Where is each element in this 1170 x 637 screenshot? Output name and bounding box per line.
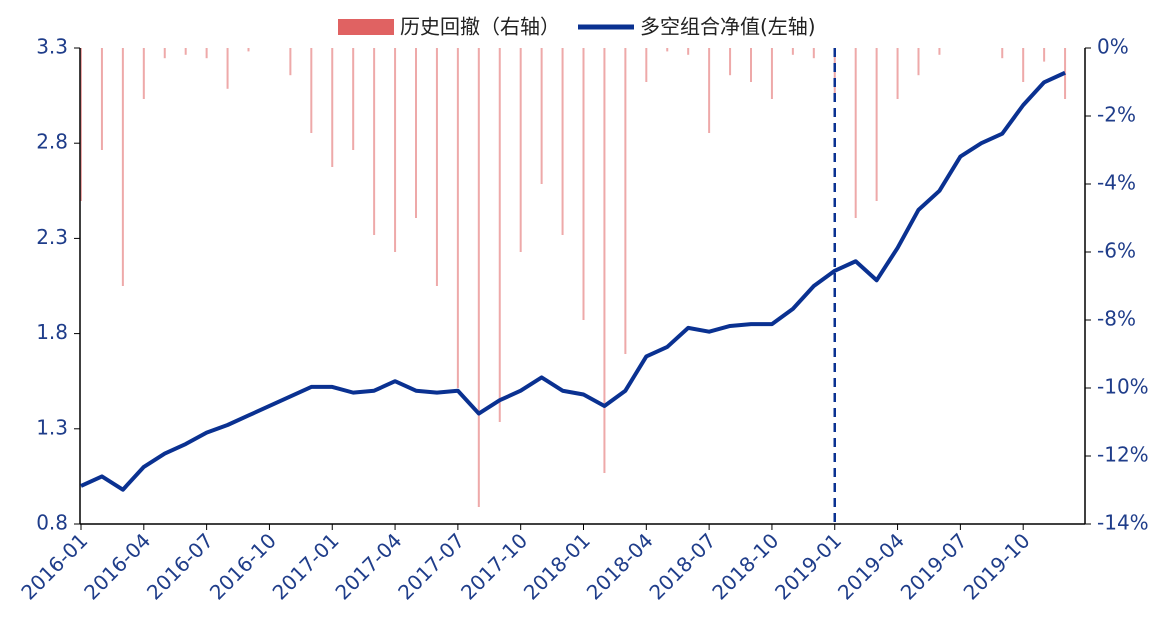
bar	[540, 48, 543, 184]
bar	[938, 48, 941, 55]
y2-tick-label: -2%	[1097, 103, 1136, 127]
x-tick-label: 2018-10	[707, 528, 783, 604]
line	[80, 70, 1066, 492]
x-tick-label: 2017-01	[268, 528, 344, 604]
y2-tick-label: -14%	[1097, 511, 1149, 535]
bar	[917, 48, 920, 76]
y-tick-label: 2.3	[36, 225, 68, 249]
bar	[310, 48, 313, 133]
bar	[498, 48, 501, 422]
bar	[373, 48, 376, 235]
bar	[1001, 48, 1004, 59]
bar	[163, 48, 166, 59]
y2-tick-label: -4%	[1097, 171, 1136, 195]
y-tick-label: 3.3	[36, 35, 68, 59]
x-tick-label: 2018-07	[644, 528, 720, 604]
legend-label: 历史回撤（右轴）	[400, 15, 560, 39]
bar	[184, 48, 187, 55]
bar	[80, 48, 82, 201]
legend: 历史回撤（右轴） 多空组合净值(左轴)	[338, 15, 816, 39]
y2-tick-label: -12%	[1097, 443, 1149, 467]
y-tick-label: 1.3	[36, 415, 68, 439]
bar	[247, 48, 250, 52]
bar	[1022, 48, 1025, 82]
y2-tick-label: -8%	[1097, 307, 1136, 331]
bar	[624, 48, 627, 354]
y-tick-label: 2.8	[36, 130, 68, 154]
bar	[896, 48, 899, 99]
x-tick-label: 2019-10	[959, 528, 1035, 604]
bar	[331, 48, 334, 167]
bar	[289, 48, 292, 76]
bar	[415, 48, 417, 218]
y-tick-label: 1.8	[36, 320, 68, 344]
x-tick-label: 2019-01	[770, 528, 846, 604]
bar	[100, 48, 103, 150]
bar	[770, 48, 773, 99]
bar	[875, 48, 878, 201]
x-tick-label: 2016-07	[142, 528, 218, 604]
legend-swatch	[338, 19, 394, 35]
bar	[352, 48, 355, 150]
bar	[519, 48, 522, 252]
bar	[477, 48, 480, 507]
bar	[645, 48, 648, 82]
bar	[791, 48, 794, 55]
bar	[205, 48, 208, 59]
x-tick-label: 2019-07	[896, 528, 972, 604]
x-tick-label: 2016-01	[16, 528, 92, 604]
bar	[854, 48, 857, 218]
bar	[729, 48, 732, 76]
x-tick-label: 2019-04	[833, 528, 909, 604]
bar	[666, 48, 669, 52]
bar	[708, 48, 711, 133]
x-tick-label: 2017-04	[330, 528, 406, 604]
bar	[561, 48, 564, 235]
bar	[1043, 48, 1046, 62]
bar	[142, 48, 145, 99]
y-tick-label: 0.8	[36, 511, 68, 535]
bar	[456, 48, 459, 388]
bar	[582, 48, 585, 320]
bar	[687, 48, 690, 55]
bar	[394, 48, 397, 252]
y2-tick-label: -6%	[1097, 239, 1136, 263]
bar	[750, 48, 752, 82]
x-tick-label: 2017-07	[393, 528, 469, 604]
x-tick-label: 2016-04	[79, 528, 155, 604]
bar	[121, 48, 124, 286]
bar	[812, 48, 815, 59]
x-tick-label: 2018-01	[519, 528, 595, 604]
y2-tick-label: -10%	[1097, 375, 1149, 399]
y2-tick-label: 0%	[1097, 35, 1129, 59]
bar	[603, 48, 606, 473]
x-tick-label: 2016-10	[205, 528, 281, 604]
x-tick-label: 2018-04	[582, 528, 658, 604]
bar	[226, 48, 229, 89]
x-tick-label: 2017-10	[456, 528, 532, 604]
bar	[833, 48, 836, 99]
bar	[435, 48, 438, 286]
legend-label: 多空组合净值(左轴)	[640, 15, 816, 39]
